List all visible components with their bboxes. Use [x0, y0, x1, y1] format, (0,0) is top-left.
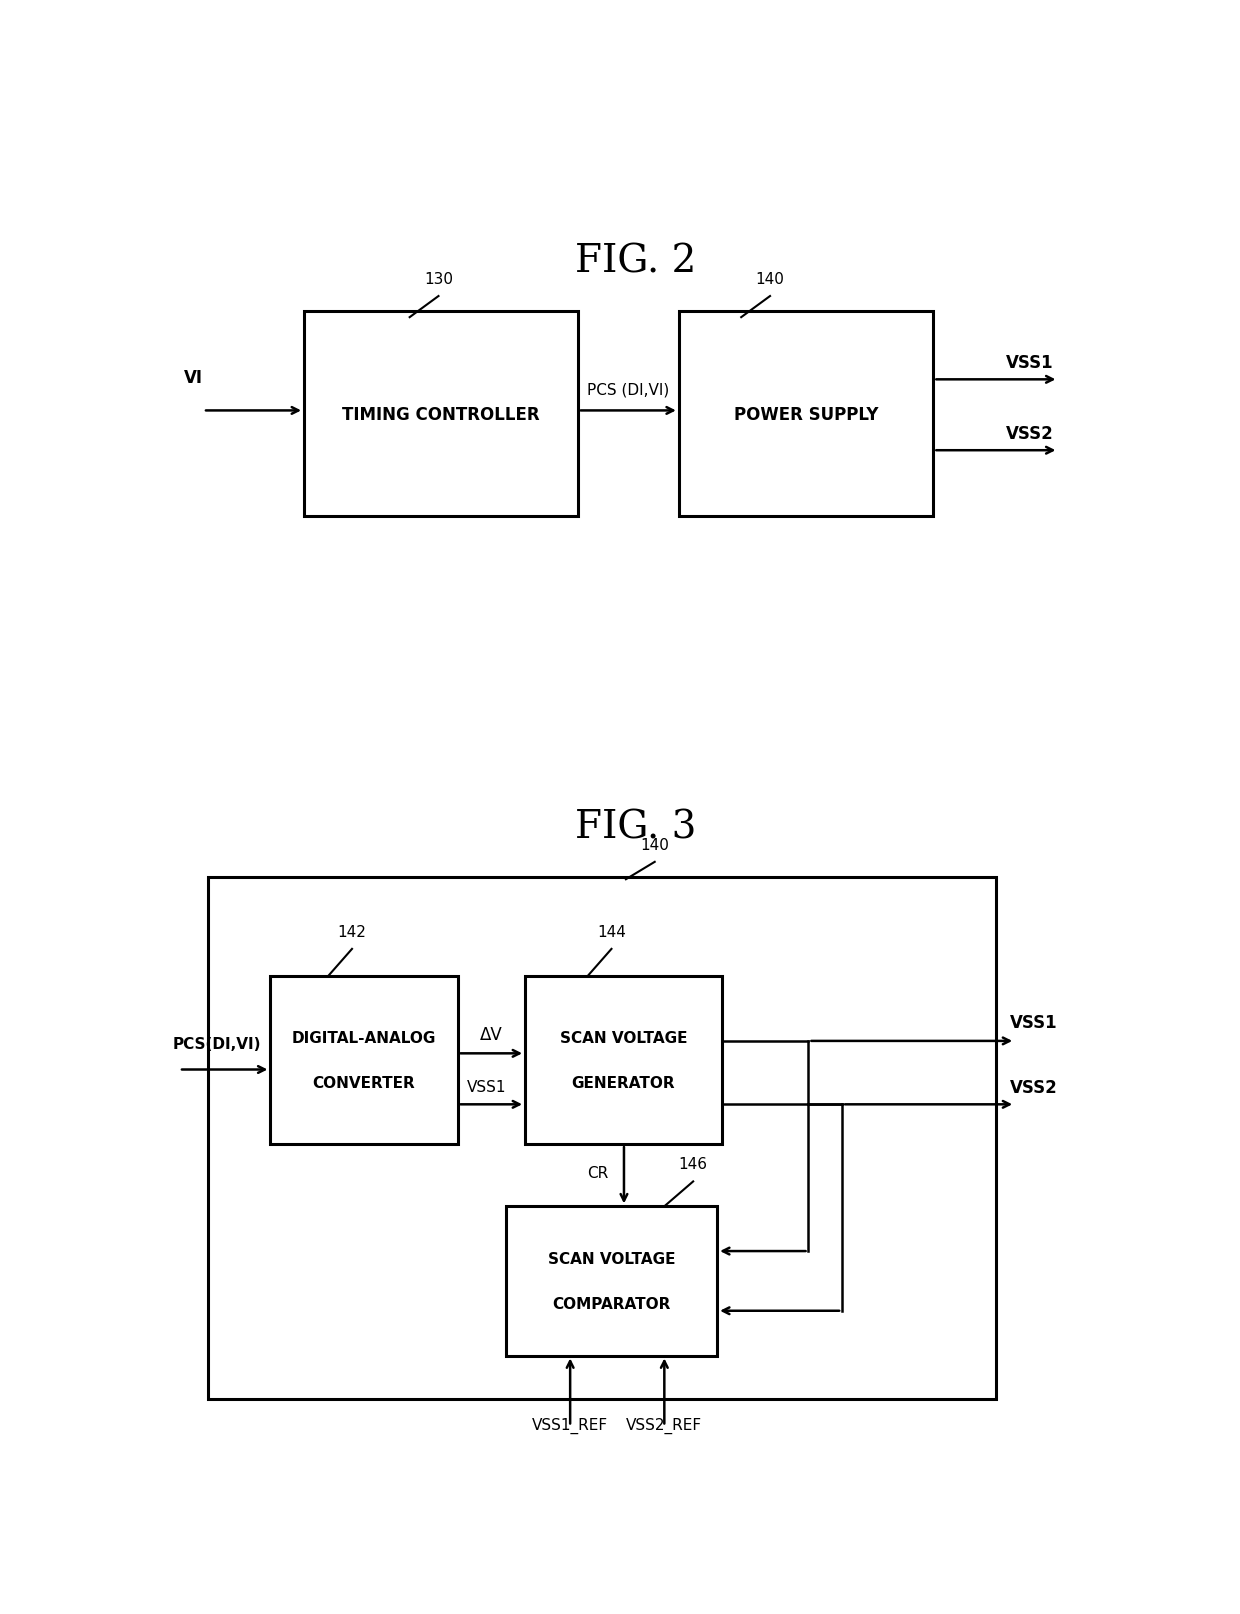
Text: 146: 146	[678, 1157, 708, 1172]
Text: VSS1_REF: VSS1_REF	[532, 1417, 608, 1433]
Text: ΔV: ΔV	[480, 1027, 502, 1044]
Text: 140: 140	[755, 271, 785, 287]
Text: VSS2_REF: VSS2_REF	[626, 1417, 702, 1433]
Bar	[525, 976, 722, 1144]
Text: FIG. 2: FIG. 2	[575, 244, 696, 281]
Text: 140: 140	[640, 838, 670, 852]
Text: SCAN VOLTAGE: SCAN VOLTAGE	[548, 1251, 676, 1267]
Text: PCS (DI,VI): PCS (DI,VI)	[587, 383, 668, 397]
Text: VSS2: VSS2	[1006, 424, 1053, 442]
Text: POWER SUPPLY: POWER SUPPLY	[734, 405, 878, 423]
Text: VI: VI	[184, 368, 203, 386]
Text: DIGITAL-ANALOG: DIGITAL-ANALOG	[291, 1031, 436, 1046]
Text: VSS1: VSS1	[467, 1080, 507, 1094]
Text: FIG. 3: FIG. 3	[575, 809, 696, 846]
Bar	[304, 312, 578, 516]
Text: TIMING CONTROLLER: TIMING CONTROLLER	[342, 405, 539, 423]
Bar	[678, 312, 934, 516]
Text: VSS1: VSS1	[1006, 353, 1053, 371]
Text: 142: 142	[337, 925, 367, 939]
Text: CONVERTER: CONVERTER	[312, 1075, 415, 1091]
Text: SCAN VOLTAGE: SCAN VOLTAGE	[559, 1031, 687, 1046]
Bar	[506, 1207, 717, 1356]
Text: PCS(DI,VI): PCS(DI,VI)	[172, 1036, 260, 1051]
Text: 144: 144	[596, 925, 626, 939]
Bar	[270, 976, 458, 1144]
Text: VSS1: VSS1	[1011, 1014, 1058, 1031]
Text: VSS2: VSS2	[1011, 1078, 1058, 1096]
Text: 130: 130	[424, 271, 453, 287]
Text: GENERATOR: GENERATOR	[572, 1075, 676, 1091]
Text: COMPARATOR: COMPARATOR	[552, 1296, 671, 1311]
Text: CR: CR	[588, 1165, 609, 1180]
Bar	[208, 878, 996, 1399]
